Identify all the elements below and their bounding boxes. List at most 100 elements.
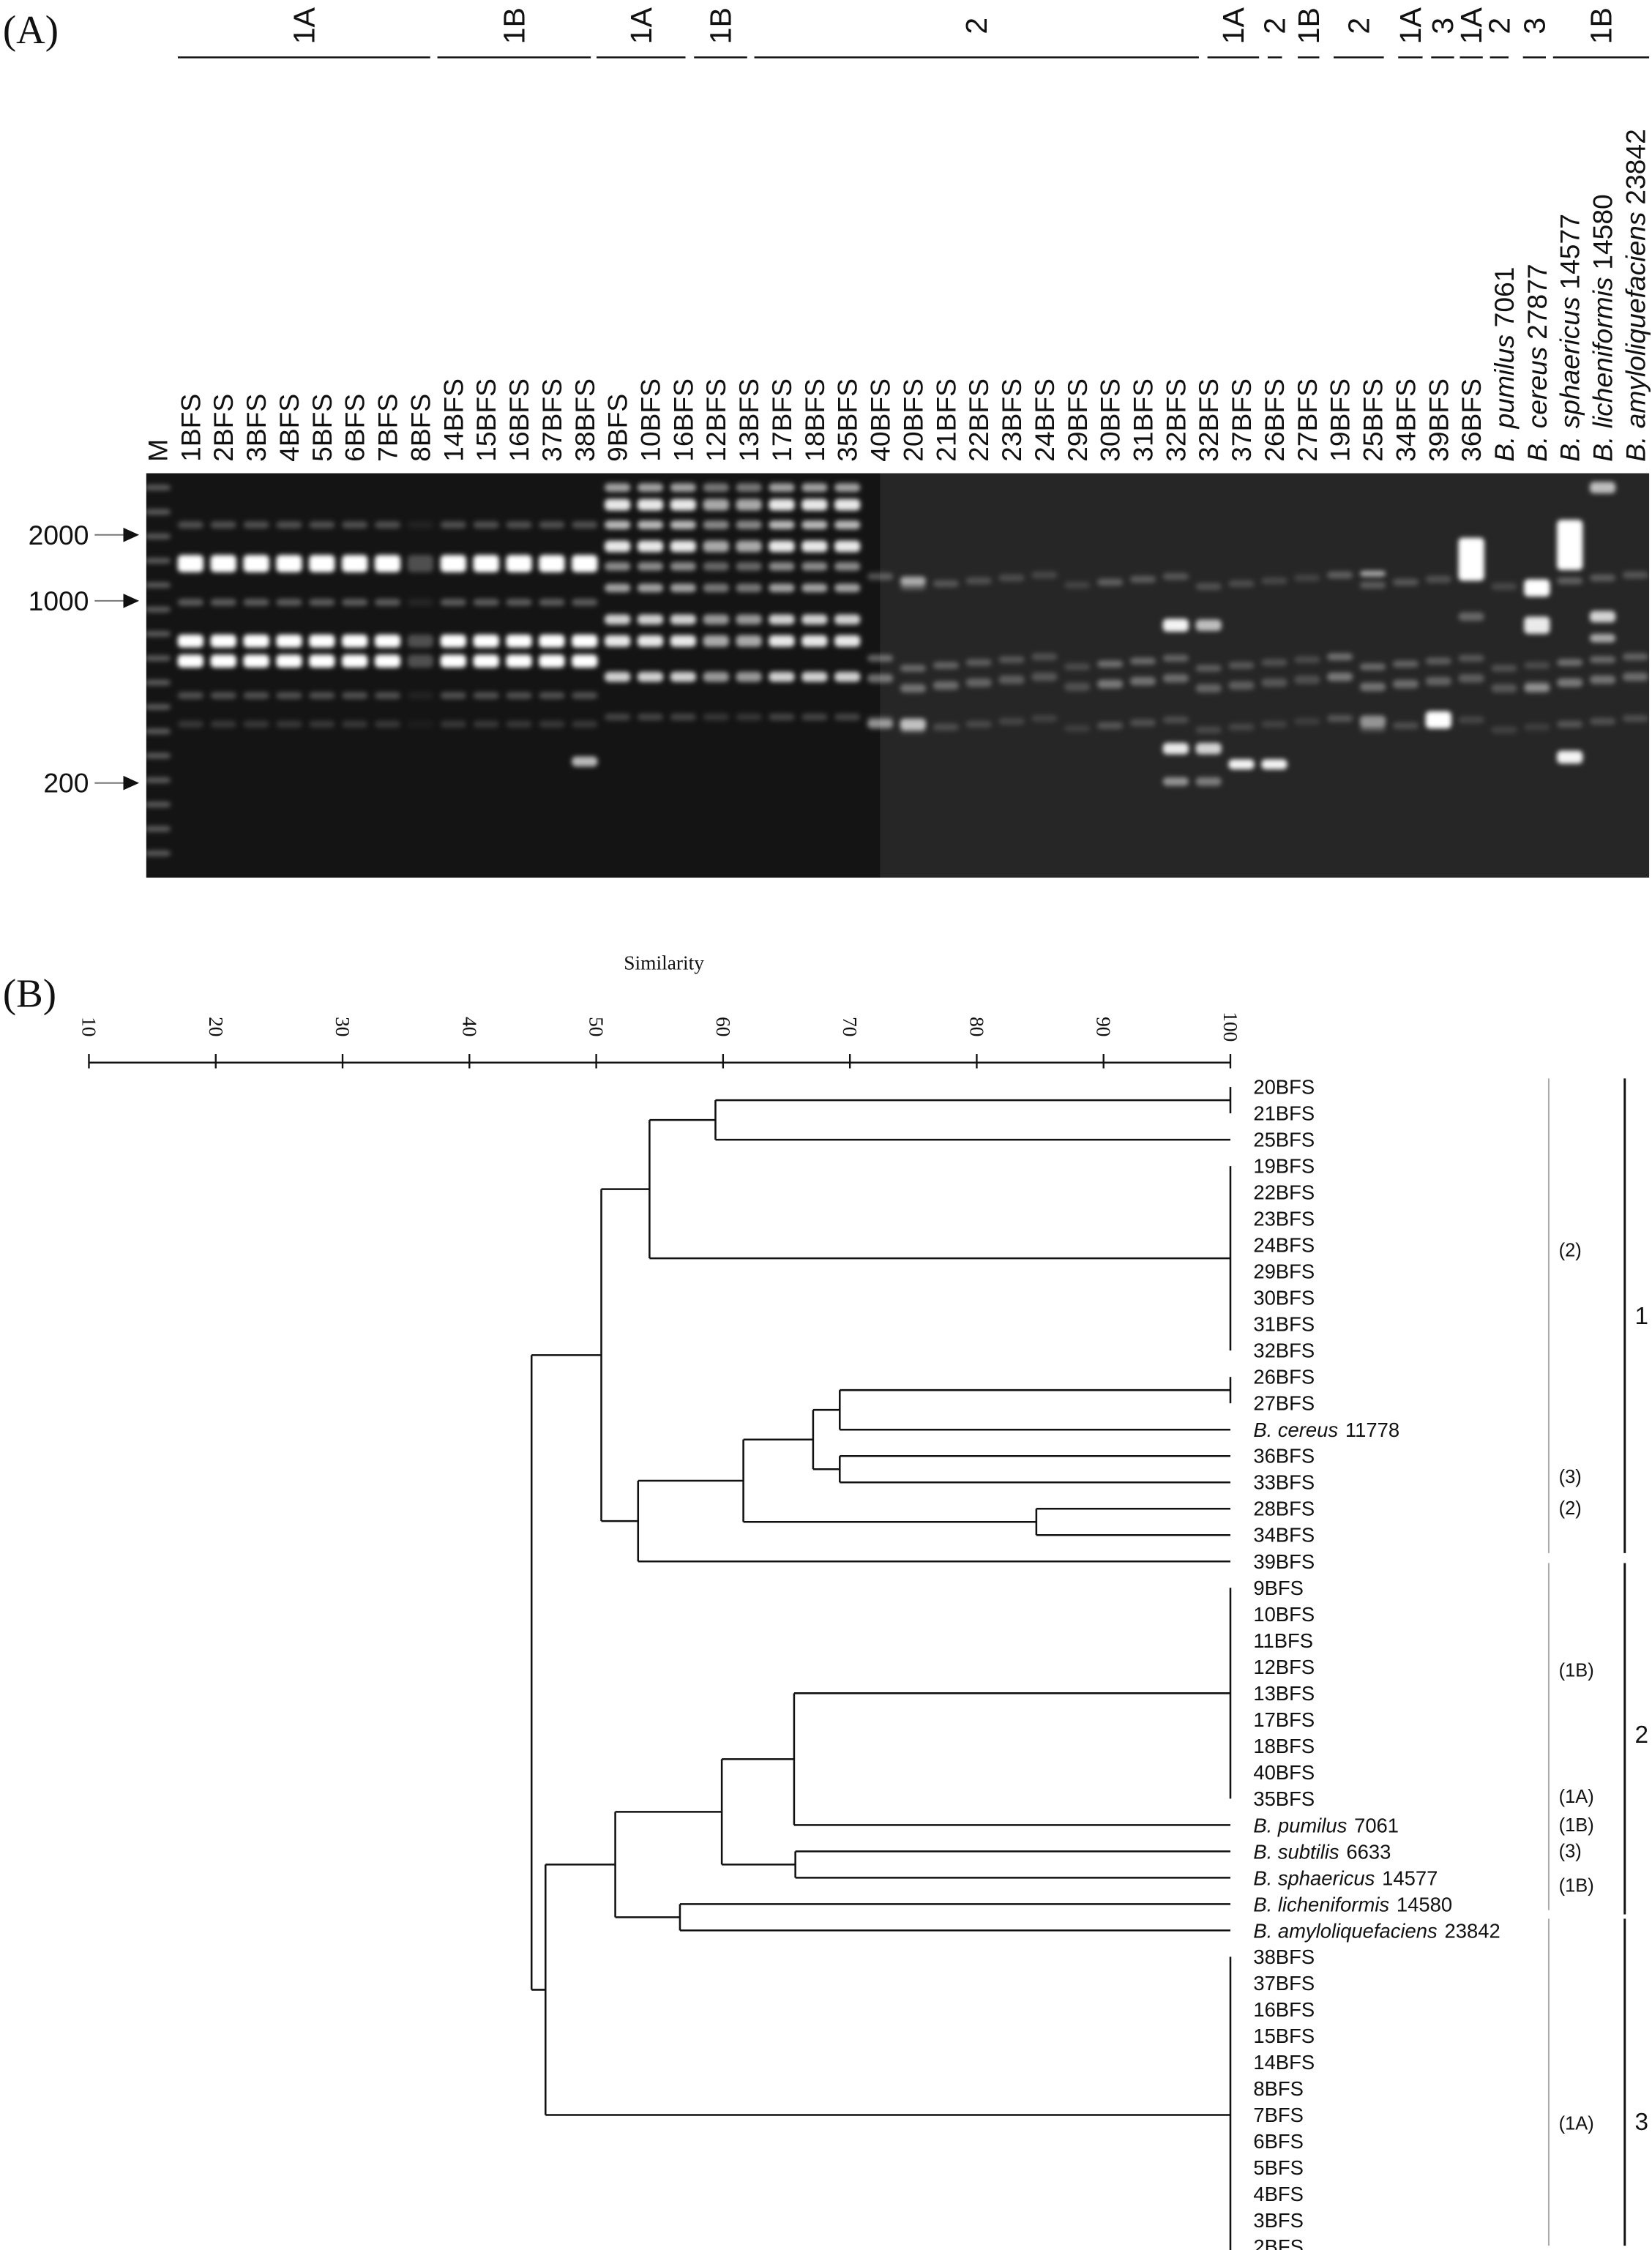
- gel-band: [440, 521, 466, 528]
- gel-band: [1195, 619, 1222, 632]
- gel-band: [1162, 742, 1189, 755]
- gel-band: [243, 521, 269, 528]
- marker-label: 200: [43, 768, 89, 799]
- subgroup-label: (1A): [1559, 2114, 1594, 2134]
- gel-band: [407, 521, 434, 528]
- gel-band: [276, 692, 302, 700]
- gel-band: [1458, 716, 1484, 724]
- gel-band: [637, 562, 664, 571]
- leaf-label: 13BFS: [1253, 1682, 1315, 1705]
- gel-band: [506, 598, 532, 606]
- gel-band: [1261, 659, 1287, 667]
- gel-band: [1359, 581, 1386, 589]
- leaf-label: B. pumilus 7061: [1253, 1814, 1399, 1836]
- gel-band: [637, 713, 664, 721]
- leaf-label: 29BFS: [1253, 1260, 1315, 1283]
- gel-band: [834, 635, 861, 647]
- lane-label: 1BFS: [175, 394, 206, 462]
- gel-band: [144, 703, 171, 710]
- leaf-label: 14BFS: [1253, 2051, 1315, 2074]
- gel-band: [834, 498, 861, 511]
- gel-band: [1195, 665, 1222, 672]
- gel-band: [604, 562, 631, 571]
- gel-band: [1392, 679, 1419, 689]
- gel-band: [1524, 579, 1550, 597]
- gel-band: [769, 671, 795, 682]
- leaf-label: 39BFS: [1253, 1550, 1315, 1573]
- gel-band: [1294, 717, 1320, 725]
- gel-band: [210, 521, 236, 528]
- species: B. amyloliquefaciens: [1253, 1919, 1438, 1942]
- gel-band: [1096, 578, 1124, 586]
- gel-band: [243, 692, 269, 700]
- gel-band: [177, 720, 204, 728]
- gel-band: [932, 723, 959, 731]
- gel-band: [144, 631, 171, 637]
- group-label: 1A: [1454, 7, 1488, 45]
- gel-band: [539, 692, 565, 700]
- gel-band: [1622, 672, 1649, 681]
- gel-band: [342, 521, 368, 528]
- gel-band: [1031, 714, 1058, 722]
- gel-band: [637, 483, 664, 493]
- lane-label: 15BFS: [471, 378, 501, 462]
- lane-label: 5BFS: [307, 394, 337, 462]
- subgroup-label: (1A): [1559, 1787, 1594, 1807]
- gel-band: [867, 654, 894, 662]
- leaf-label: 40BFS: [1253, 1761, 1315, 1784]
- leaf-label: 22BFS: [1253, 1181, 1315, 1204]
- strain: 14580: [1588, 194, 1618, 270]
- species: B. pumilus: [1489, 334, 1520, 462]
- group-label: 2: [1258, 18, 1292, 34]
- lane-label: 36BFS: [1456, 378, 1487, 462]
- gel-band: [1195, 742, 1222, 755]
- gel-band: [834, 713, 861, 721]
- gel-band: [144, 826, 171, 832]
- gel-band: [440, 692, 466, 700]
- gel-band: [539, 634, 565, 648]
- gel-band: [1162, 572, 1189, 580]
- cluster-label: 1: [1634, 1303, 1648, 1330]
- group-label: 1B: [703, 7, 737, 44]
- gel-band: [243, 598, 269, 606]
- gel-band: [374, 555, 401, 572]
- lane-label: 19BFS: [1325, 378, 1356, 462]
- gel-band: [670, 635, 696, 647]
- gel-band: [703, 671, 729, 682]
- group-label: 1A: [1216, 7, 1250, 45]
- strain: 23842: [1444, 1919, 1500, 1942]
- gel-band: [801, 562, 828, 571]
- lane-label: 3BFS: [241, 394, 272, 462]
- gel-band: [374, 598, 401, 606]
- leaf-label: 20BFS: [1253, 1076, 1315, 1099]
- gel-band: [572, 720, 598, 728]
- gel-band: [1129, 657, 1156, 665]
- gel-band: [801, 520, 828, 529]
- gel-band: [1622, 571, 1649, 579]
- gel-band: [144, 582, 171, 588]
- gel-band: [1031, 672, 1058, 681]
- tick-label: 100: [1219, 1012, 1241, 1042]
- gel-band: [407, 654, 434, 668]
- gel-band: [1425, 657, 1451, 665]
- gel-band: [1228, 681, 1255, 690]
- gel-band: [998, 717, 1025, 725]
- gel-band: [572, 756, 598, 767]
- panel-label: (B): [3, 971, 56, 1015]
- gel-band: [177, 555, 204, 572]
- gel-band: [177, 521, 204, 528]
- gel-band: [736, 540, 762, 553]
- gel-band: [144, 777, 171, 783]
- gel-band: [144, 606, 171, 613]
- gel-band: [1228, 723, 1255, 731]
- gel-band: [1064, 581, 1091, 589]
- lane-label: 37BFS: [1226, 378, 1257, 462]
- lane-label: 7BFS: [373, 394, 403, 462]
- strain: 7061: [1489, 266, 1520, 327]
- gel-band: [342, 720, 368, 728]
- gel-band: [900, 576, 927, 586]
- gel-band: [1294, 656, 1320, 664]
- subgroup-label: (2): [1559, 1498, 1582, 1519]
- lane-label: 34BFS: [1390, 378, 1421, 462]
- leaf-label: 33BFS: [1253, 1471, 1315, 1494]
